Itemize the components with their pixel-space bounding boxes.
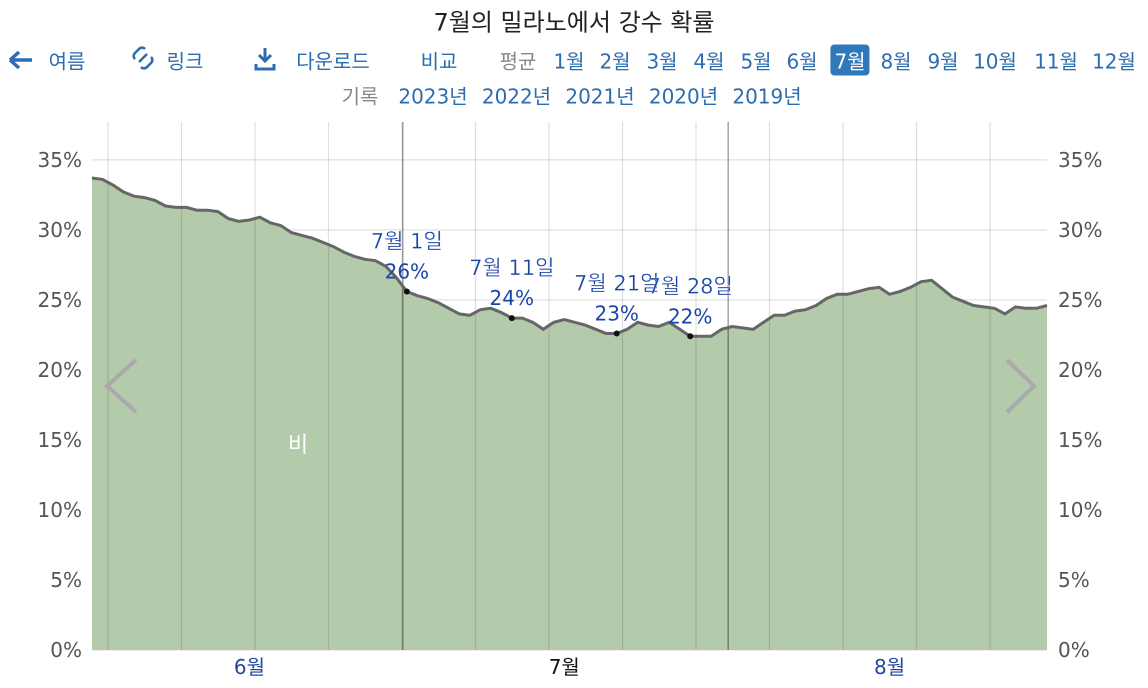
year-link[interactable]: 2021년 (565, 84, 635, 109)
title: 7월의 밀라노에서 강수 확률 (433, 8, 715, 37)
line (91, 176, 1048, 338)
nav-average: 평균 (499, 49, 537, 74)
year-link[interactable]: 2019년 (732, 84, 802, 109)
y-tick-label: 10% (38, 498, 82, 522)
month-link[interactable]: 5월 (740, 49, 772, 74)
annotation-value: 22% (668, 304, 712, 328)
annotation-value: 23% (594, 301, 638, 325)
annotation-value: 26% (385, 259, 429, 283)
month-link[interactable]: 8월 (880, 49, 912, 74)
month-link[interactable]: 2월 (599, 49, 631, 74)
x-tick-label: 7월 (549, 655, 580, 679)
y2-tick-label: 15% (1058, 428, 1102, 452)
year-link[interactable]: 2023년 (398, 84, 468, 109)
y-tick-label: 20% (38, 358, 82, 382)
y2-tick-label: 30% (1058, 218, 1102, 242)
y2-tick-label: 20% (1058, 358, 1102, 382)
y2-tick-label: 5% (1058, 568, 1090, 592)
year-link[interactable]: 2022년 (481, 84, 552, 109)
icons (8, 46, 276, 71)
area (92, 178, 1047, 650)
y-tick-label: 15% (38, 428, 82, 452)
year-link[interactable]: 2020년 (648, 84, 719, 109)
nav-compare[interactable]: 비교 (420, 49, 458, 74)
annotation-date: 7월 21일 (574, 271, 659, 295)
y-tick-label: 25% (38, 288, 82, 312)
nav-records: 기록 (341, 84, 379, 109)
y2-tick-label: 0% (1058, 638, 1090, 662)
annotation-dot (687, 333, 694, 340)
annotation-date: 7월 11일 (469, 256, 554, 280)
month-link[interactable]: 7월 (830, 44, 870, 76)
month-link[interactable]: 11월 (1034, 49, 1078, 74)
area-label: 비 (288, 433, 308, 458)
y-tick-label: 5% (50, 568, 82, 592)
annotation-dot (613, 330, 620, 337)
y2-tick-label: 25% (1058, 288, 1102, 312)
nav-back[interactable]: 여름 (48, 49, 86, 74)
y-tick-label: 35% (38, 148, 82, 172)
annotation-value: 24% (490, 286, 534, 310)
y-tick-label: 30% (38, 218, 82, 242)
month-link[interactable]: 12월 (1092, 49, 1136, 74)
y2-tick-label: 10% (1058, 498, 1102, 522)
x-tick-label: 8월 (874, 655, 905, 679)
month-link[interactable]: 4월 (693, 49, 725, 74)
annotation-date: 7월 1일 (371, 229, 443, 253)
nav-link[interactable]: 링크 (166, 49, 204, 74)
month-link[interactable]: 6월 (786, 49, 818, 74)
next-arrow (1005, 358, 1037, 414)
nav-download[interactable]: 다운로드 (296, 49, 370, 74)
prev-arrow (104, 358, 138, 414)
y-tick-label: 0% (50, 638, 82, 662)
month-link[interactable]: 1월 (553, 49, 585, 74)
y2-tick-label: 35% (1058, 148, 1102, 172)
annotation-dot (508, 315, 515, 322)
x-tick-label: 6월 (234, 655, 265, 679)
annotation-date: 7월 28일 (647, 274, 732, 298)
annotation-dot (403, 288, 410, 295)
month-link[interactable]: 10월 (973, 49, 1017, 74)
month-link[interactable]: 9월 (927, 49, 959, 74)
month-link[interactable]: 3월 (646, 49, 678, 74)
